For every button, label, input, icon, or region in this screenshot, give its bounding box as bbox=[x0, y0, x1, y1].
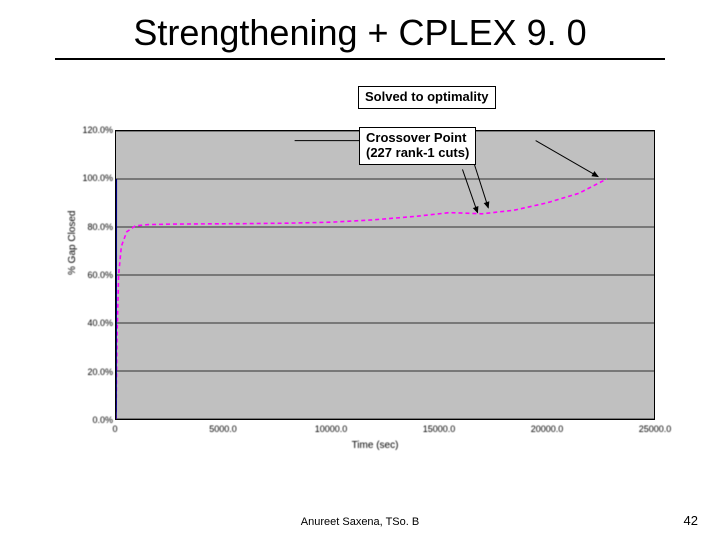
x-axis-label: Time (sec) bbox=[75, 440, 675, 451]
footer-author: Anureet Saxena, TSo. B bbox=[0, 516, 720, 528]
x-tick-label: 25000.0 bbox=[625, 424, 685, 434]
x-tick-label: 20000.0 bbox=[517, 424, 577, 434]
plot-svg bbox=[116, 131, 654, 419]
y-tick-label: 80.0% bbox=[75, 222, 113, 232]
annot-crossover: Crossover Point (227 rank-1 cuts) bbox=[359, 127, 476, 165]
x-tick-label: 0 bbox=[85, 424, 145, 434]
x-tick-label: 10000.0 bbox=[301, 424, 361, 434]
y-axis-label: % Gap Closed bbox=[67, 211, 78, 275]
x-tick-label: 5000.0 bbox=[193, 424, 253, 434]
annot-crossover-line2: (227 rank-1 cuts) bbox=[366, 145, 469, 160]
y-tick-label: 60.0% bbox=[75, 270, 113, 280]
annot-solved: Solved to optimality bbox=[358, 86, 496, 109]
x-tick-label: 15000.0 bbox=[409, 424, 469, 434]
y-tick-label: 20.0% bbox=[75, 367, 113, 377]
y-tick-label: 40.0% bbox=[75, 318, 113, 328]
footer-page: 42 bbox=[684, 513, 698, 528]
y-tick-label: 120.0% bbox=[75, 125, 113, 135]
annot-crossover-line1: Crossover Point bbox=[366, 130, 466, 145]
chart: % Gap Closed Time (sec) 0.0%20.0%40.0%60… bbox=[75, 80, 675, 480]
title-underline bbox=[55, 58, 665, 60]
y-tick-label: 100.0% bbox=[75, 173, 113, 183]
slide-title: Strengthening + CPLEX 9. 0 bbox=[0, 12, 720, 54]
plot-area bbox=[115, 130, 655, 420]
